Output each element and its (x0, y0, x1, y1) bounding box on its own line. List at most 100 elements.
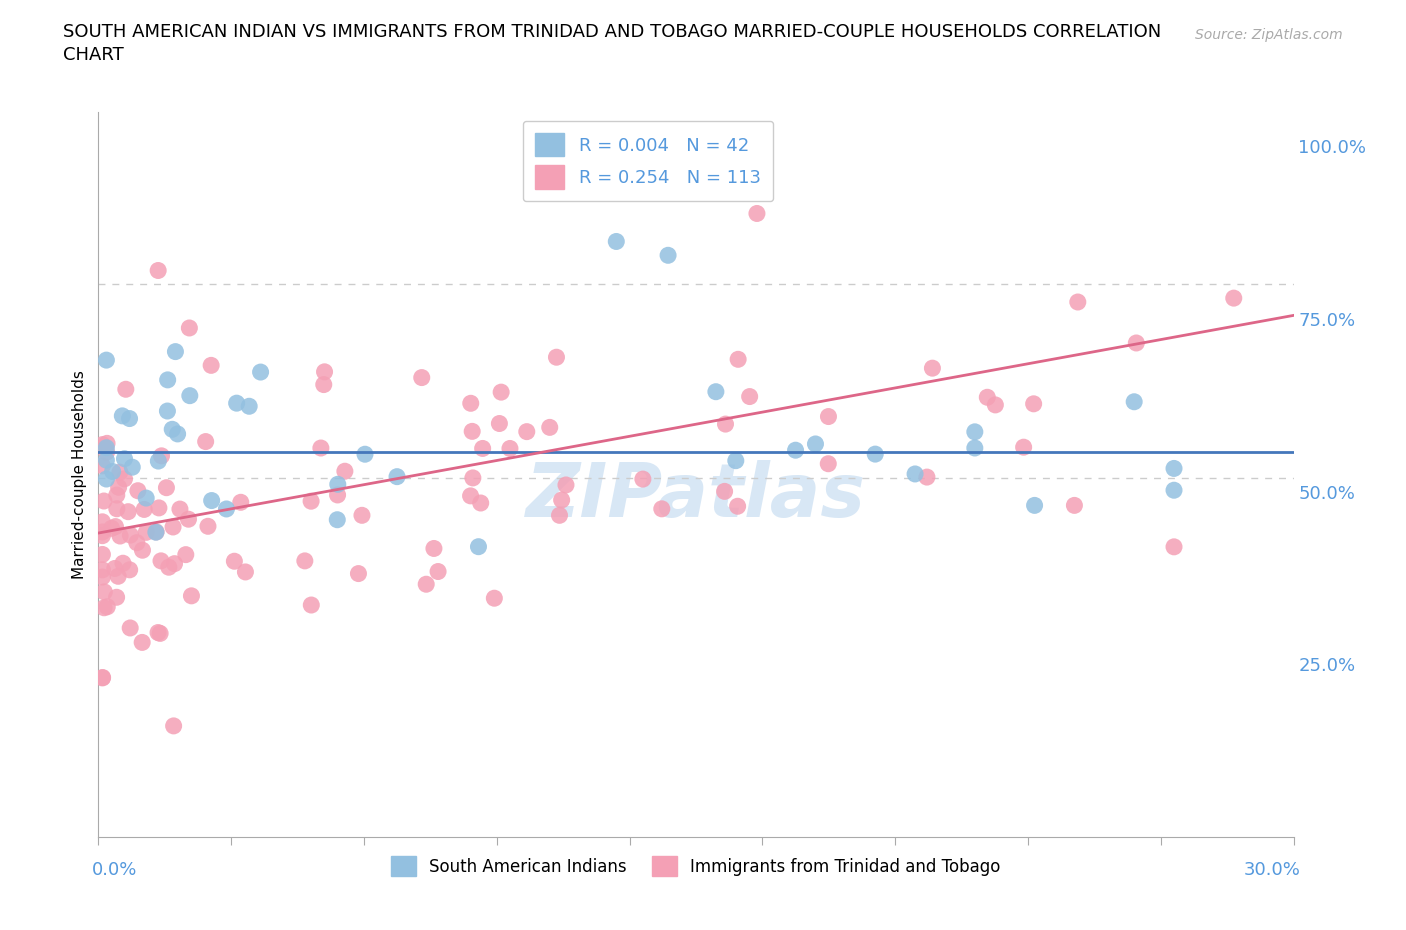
Point (174, 547, 197, 562)
Point (976, 390, 998, 405)
Point (915, 470, 938, 485)
Point (385, 470, 408, 485)
Point (91, 458, 114, 473)
Point (160, 422, 183, 437)
Point (921, 361, 943, 376)
Point (148, 454, 170, 469)
Point (605, 234, 627, 249)
Point (131, 543, 153, 558)
Point (727, 352, 749, 366)
Point (118, 563, 141, 578)
Y-axis label: Married-couple Households: Married-couple Households (72, 370, 87, 578)
Point (165, 344, 187, 359)
Point (657, 248, 679, 263)
Point (631, 472, 654, 486)
Point (1067, 295, 1090, 310)
Point (555, 477, 578, 492)
Point (120, 620, 142, 635)
Point (121, 459, 143, 474)
Point (96, 445, 118, 459)
Point (105, 501, 128, 516)
Point (489, 385, 512, 400)
Point (194, 434, 217, 449)
Text: 0.0%: 0.0% (91, 861, 136, 879)
Point (467, 539, 489, 554)
Point (484, 591, 506, 605)
Text: SOUTH AMERICAN INDIAN VS IMMIGRANTS FROM TRINIDAD AND TOBAGO MARRIED-COUPLE HOUS: SOUTH AMERICAN INDIAN VS IMMIGRANTS FROM… (63, 23, 1161, 41)
Point (229, 495, 252, 510)
Point (235, 565, 257, 579)
Point (131, 635, 153, 650)
Point (169, 501, 191, 516)
Text: CHART: CHART (63, 46, 124, 64)
Point (713, 484, 735, 498)
Point (135, 491, 157, 506)
Point (299, 494, 322, 509)
Point (499, 441, 522, 456)
Point (146, 625, 169, 640)
Point (984, 397, 1007, 412)
Point (111, 556, 134, 571)
Point (114, 451, 136, 466)
Point (215, 501, 238, 516)
Point (163, 556, 186, 571)
Point (93, 600, 115, 615)
Point (96, 599, 118, 614)
Point (714, 417, 737, 432)
Point (326, 487, 349, 502)
Point (1022, 396, 1045, 411)
Point (225, 396, 247, 411)
Point (738, 389, 761, 404)
Point (107, 480, 129, 495)
Point (470, 496, 492, 511)
Point (96, 352, 118, 367)
Point (91, 547, 114, 562)
Point (804, 436, 827, 451)
Point (105, 487, 128, 502)
Point (411, 370, 433, 385)
Point (166, 427, 188, 442)
Point (96, 440, 118, 455)
Point (117, 504, 139, 519)
Text: Source: ZipAtlas.com: Source: ZipAtlas.com (1195, 28, 1343, 42)
Point (108, 528, 131, 543)
Point (201, 493, 224, 508)
Point (179, 388, 201, 403)
Point (150, 448, 173, 463)
Point (727, 498, 749, 513)
Point (249, 365, 271, 379)
Point (177, 512, 200, 526)
Point (745, 206, 768, 221)
Point (96, 472, 118, 486)
Point (145, 525, 167, 539)
Point (91, 563, 114, 578)
Point (101, 464, 124, 479)
Point (1163, 539, 1185, 554)
Point (904, 467, 927, 482)
Text: ZIPatlas: ZIPatlas (526, 459, 866, 533)
Point (427, 565, 450, 579)
Point (294, 553, 316, 568)
Point (162, 719, 184, 734)
Point (104, 561, 127, 576)
Point (546, 350, 568, 365)
Point (1012, 440, 1035, 455)
Point (548, 508, 571, 523)
Point (91, 528, 114, 543)
Point (817, 409, 839, 424)
Point (651, 501, 673, 516)
Point (333, 464, 356, 479)
Point (91, 514, 114, 529)
Legend: South American Indians, Immigrants from Trinidad and Tobago: South American Indians, Immigrants from … (384, 849, 1008, 884)
Point (1123, 394, 1146, 409)
Point (180, 589, 202, 604)
Point (471, 441, 494, 456)
Point (309, 441, 332, 456)
Point (1024, 498, 1046, 512)
Point (149, 626, 172, 641)
Point (197, 519, 219, 534)
Point (114, 472, 136, 486)
Point (460, 396, 482, 411)
Point (91, 569, 114, 584)
Point (148, 500, 170, 515)
